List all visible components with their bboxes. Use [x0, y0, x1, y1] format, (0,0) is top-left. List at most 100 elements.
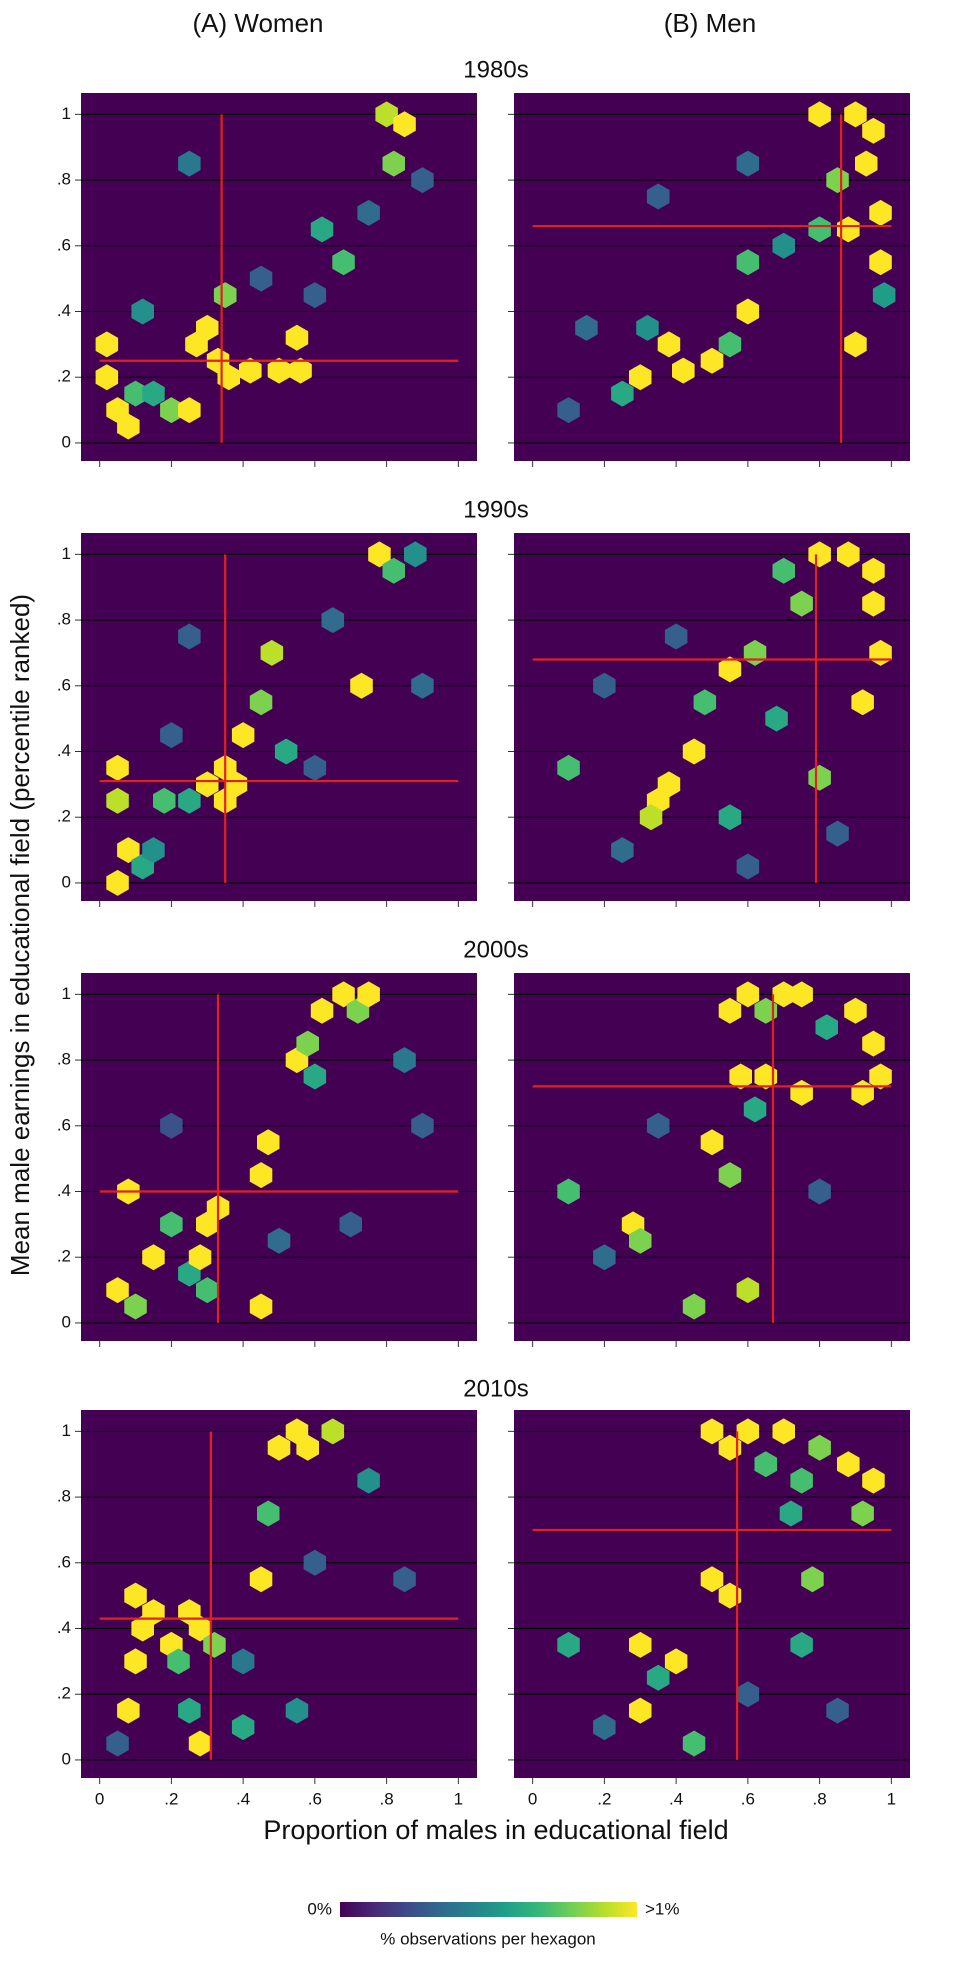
hexagon — [249, 1293, 273, 1320]
row-title: 1990s — [463, 496, 528, 523]
hexagon — [142, 837, 165, 864]
hexagon — [142, 1244, 165, 1271]
hexagon — [106, 1277, 129, 1304]
y-tick-label: .4 — [57, 1618, 71, 1637]
hexagon — [357, 981, 380, 1008]
hexagon — [729, 1063, 752, 1090]
hexagon — [611, 837, 634, 864]
y-tick-label: 1 — [62, 104, 71, 123]
hexagon — [321, 1418, 345, 1445]
y-tick-label: .6 — [57, 235, 71, 254]
hexagon — [160, 722, 183, 749]
plot-background — [81, 533, 477, 901]
plot-background — [81, 93, 477, 461]
hexagon — [718, 804, 742, 831]
hexagon — [117, 413, 140, 440]
plot-background — [81, 1410, 477, 1778]
hexagon — [837, 216, 860, 243]
y-tick-label: 0 — [62, 1312, 71, 1331]
hexagon — [790, 1467, 813, 1494]
hexagon — [700, 1418, 724, 1445]
hexagon — [321, 607, 345, 634]
hexagon — [790, 590, 813, 617]
hexagon — [646, 1112, 670, 1139]
hexagon — [693, 689, 717, 716]
column-title: (B) Men — [664, 8, 756, 38]
row-title: 1980s — [463, 56, 528, 83]
hexagon — [593, 1244, 616, 1271]
y-tick-label: .8 — [57, 170, 71, 189]
hexagon — [862, 1467, 885, 1494]
y-tick-label: .4 — [57, 741, 71, 760]
hexagon — [310, 997, 334, 1024]
hexagon — [142, 380, 165, 407]
hexagon — [844, 101, 867, 128]
x-tick-label: 0 — [95, 1789, 104, 1808]
hexagon — [808, 216, 831, 243]
hexagon — [188, 1244, 212, 1271]
hexagon — [736, 1418, 760, 1445]
hexagon — [339, 1211, 362, 1238]
hexagon — [178, 1697, 201, 1724]
hexagon — [646, 183, 670, 210]
hexagon — [557, 1631, 580, 1658]
hexagon — [862, 1030, 885, 1057]
hexagon — [196, 1277, 219, 1304]
hexagon — [188, 1730, 212, 1757]
hexagon — [260, 639, 284, 666]
hexagon — [249, 1162, 273, 1189]
hexagon — [303, 282, 327, 309]
hexagon — [808, 101, 831, 128]
hexagon — [718, 1162, 742, 1189]
hexagon — [375, 101, 398, 128]
x-tick-label: 0 — [528, 1789, 537, 1808]
y-tick-label: 1 — [62, 984, 71, 1003]
y-tick-label: .2 — [57, 1247, 71, 1266]
hexagon — [231, 1648, 255, 1675]
y-tick-label: 0 — [62, 432, 71, 451]
hexagon — [664, 623, 688, 650]
hexagon — [178, 150, 201, 177]
hexagon — [736, 1681, 760, 1708]
hexagon — [267, 357, 291, 384]
hex-layer — [514, 1418, 910, 1761]
hexagon — [357, 199, 380, 226]
hexagon — [257, 1500, 280, 1527]
y-tick-label: .2 — [57, 1684, 71, 1703]
hexagon — [382, 150, 405, 177]
hexagon — [289, 357, 312, 384]
hexagon — [718, 331, 742, 358]
hexagon — [700, 347, 724, 374]
hexagon — [368, 541, 391, 568]
column-title: (A) Women — [193, 8, 324, 38]
hexagon — [196, 314, 219, 341]
hexagon — [765, 705, 788, 732]
hexagon — [296, 1030, 319, 1057]
hexagon — [124, 380, 147, 407]
hexagon — [231, 722, 255, 749]
y-axis-label: Mean male earnings in educational field … — [5, 594, 35, 1276]
hexagon — [682, 1730, 706, 1757]
colorbar-min-label: 0% — [307, 1899, 332, 1918]
hexagon — [736, 981, 760, 1008]
hexagon — [393, 1566, 416, 1593]
hexagon — [357, 1467, 380, 1494]
hexagon — [808, 1178, 831, 1205]
hexagon — [736, 1277, 760, 1304]
hexagon — [844, 997, 867, 1024]
hexagon — [106, 787, 129, 814]
hexagon — [131, 298, 154, 325]
hexagon — [772, 232, 795, 259]
hexagon — [117, 837, 140, 864]
hexagon — [826, 1697, 849, 1724]
hexagon — [239, 357, 262, 384]
hexagon — [332, 981, 355, 1008]
hexagon — [736, 853, 760, 880]
hexagon — [682, 1293, 706, 1320]
y-tick-label: .6 — [57, 1552, 71, 1571]
hexagon — [790, 981, 813, 1008]
hexagon — [249, 1566, 273, 1593]
hexagon — [851, 1500, 874, 1527]
x-axis-label: Proportion of males in educational field — [263, 1815, 728, 1845]
x-tick-label: .8 — [380, 1789, 394, 1808]
